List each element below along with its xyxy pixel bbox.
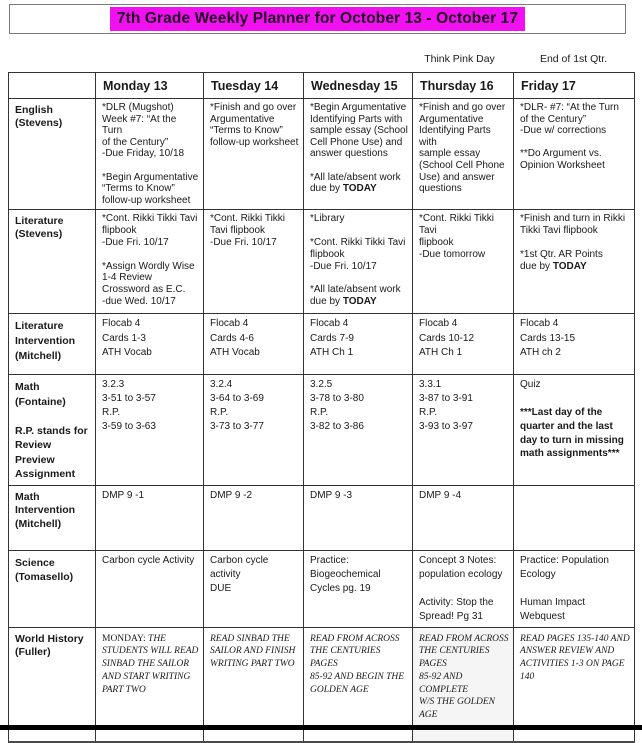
cell-english-tuesday: *Finish and go over Argumentative “Terms t… [203,97,304,211]
cell-mathint-monday: DMP 9 -1 [95,484,204,551]
rowhead-literature-intervention: Literature Intervention (Mitchell) [8,313,96,376]
row-math: Math (Fontaine) R.P. stands for Review Prev… [8,374,635,486]
rowhead-math-intervention: Math Intervention (Mitchell) [8,484,96,551]
cell-science-monday: Carbon cycle Activity [95,549,204,628]
cell-english-monday: *DLR (Mugshot) Week #7: “At the Turn of th… [95,97,204,211]
cell-math-thursday: 3.3.1 3-87 to 3-91 R.P. 3-93 to 3-97 [412,374,514,486]
cell-math-friday: Quiz ***Last day of the quarter and the l… [513,374,635,486]
cell-literature-friday: *Finish and turn in Rikki Tikki Tavi flip… [513,209,635,315]
col-header-wednesday: Wednesday 15 [303,72,413,99]
row-world-history: World History (Fuller) MONDAY: THE STUDENT… [8,626,635,743]
cell-english-wednesday: *Begin Argumentative Identifying Parts wi… [303,97,413,211]
cell-litint-thursday: Flocab 4 Cards 10-12 ATH Ch 1 [412,313,514,376]
cell-literature-monday: *Cont. Rikki Tikki Tavi flipbook -Due Fri.… [95,209,204,315]
cell-worldhistory-friday: READ PAGES 135-140 AND ANSWER REVIEW AND A… [513,626,635,743]
cell-litint-wednesday: Flocab 4 Cards 7-9 ATH Ch 1 [303,313,413,376]
cell-math-wednesday: 3.2.5 3-78 to 3-80 R.P. 3-82 to 3-86 [303,374,413,486]
cell-litint-tuesday: Flocab 4 Cards 4-6 ATH Vocab [203,313,304,376]
rowhead-math: Math (Fontaine) R.P. stands for Review Prev… [8,374,96,486]
rowhead-world-history: World History (Fuller) [8,626,96,743]
corner-cell [8,72,96,99]
cell-worldhistory-monday: MONDAY: THE STUDENTS WILL READ SINBAD THE … [95,626,204,743]
row-literature: Literature (Stevens) *Cont. Rikki Tikki T… [8,209,635,315]
cell-mathint-friday [513,484,635,551]
cell-science-thursday: Concept 3 Notes: population ecology Activ… [412,549,514,628]
cell-mathint-thursday: DMP 9 -4 [412,484,514,551]
cell-mathint-wednesday: DMP 9 -3 [303,484,413,551]
cell-literature-tuesday: *Cont. Rikki Tikki Tavi flipbook -Due Fri.… [203,209,304,315]
row-science: Science (Tomasello) Carbon cycle Activity… [8,549,635,628]
cell-english-friday: *DLR- #7: “At the Turn of the Century” -Du… [513,97,635,211]
cell-science-tuesday: Carbon cycle activity DUE [203,549,304,628]
cell-science-wednesday: Practice: Biogeochemical Cycles pg. 19 [303,549,413,628]
cell-english-thursday: *Finish and go over Argumentative Identify… [412,97,514,211]
bottom-edge-bar [0,725,642,730]
planner-table: Monday 13 Tuesday 14 Wednesday 15 Thursd… [8,72,635,743]
col-header-monday: Monday 13 [95,72,204,99]
cell-worldhistory-tuesday: READ SINBAD THE SAILOR AND FINISH WRITING … [203,626,304,743]
rowhead-english: English (Stevens) [8,97,96,211]
row-english: English (Stevens) *DLR (Mugshot) Week #7: … [8,97,635,211]
header-row: Monday 13 Tuesday 14 Wednesday 15 Thursd… [8,72,635,99]
annotation-think-pink-day: Think Pink Day [424,53,495,65]
col-header-friday: Friday 17 [513,72,635,99]
cell-literature-thursday: *Cont. Rikki Tikki Tavi flipbook -Due tomo… [412,209,514,315]
cell-litint-monday: Flocab 4 Cards 1-3 ATH Vocab [95,313,204,376]
cell-math-tuesday: 3.2.4 3-64 to 3-69 R.P. 3-73 to 3-77 [203,374,304,486]
cell-worldhistory-wednesday: READ FROM ACROSS THE CENTURIES PAGES 85-92… [303,626,413,743]
cell-science-friday: Practice: Population Ecology Human Impact… [513,549,635,628]
cell-mathint-tuesday: DMP 9 -2 [203,484,304,551]
rowhead-science: Science (Tomasello) [8,549,96,628]
page-title: 7th Grade Weekly Planner for October 13 … [109,7,526,31]
row-literature-intervention: Literature Intervention (Mitchell) Flocab … [8,313,635,376]
row-math-intervention: Math Intervention (Mitchell) DMP 9 -1 DMP … [8,484,635,551]
title-box: 7th Grade Weekly Planner for October 13 … [9,4,626,34]
col-header-thursday: Thursday 16 [412,72,514,99]
cell-math-monday: 3.2.3 3-51 to 3-57 R.P. 3-59 to 3-63 [95,374,204,486]
col-header-tuesday: Tuesday 14 [203,72,304,99]
rowhead-literature: Literature (Stevens) [8,209,96,315]
cell-litint-friday: Flocab 4 Cards 13-15 ATH ch 2 [513,313,635,376]
annotation-end-of-1st-qtr: End of 1st Qtr. [539,53,608,65]
cell-literature-wednesday: *Library *Cont. Rikki Tikki Tavi flipbook… [303,209,413,315]
cell-worldhistory-thursday: READ FROM ACROSS THE CENTURIES PAGES 85-92… [412,626,514,743]
